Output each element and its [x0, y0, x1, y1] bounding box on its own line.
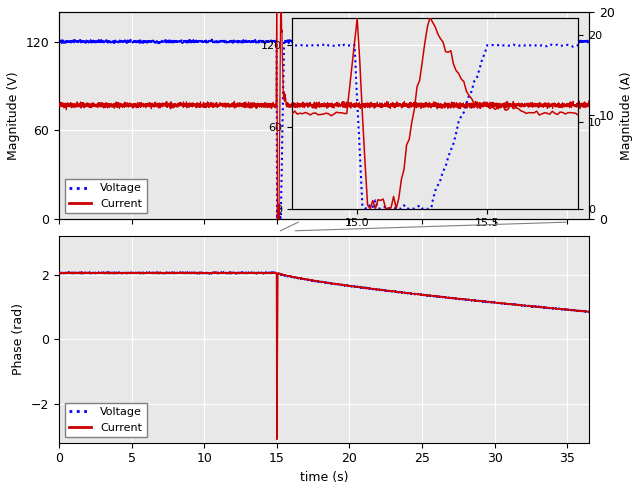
Legend: Voltage, Current: Voltage, Current	[65, 179, 147, 214]
Y-axis label: Magnitude (A): Magnitude (A)	[620, 71, 633, 160]
Legend: Voltage, Current: Voltage, Current	[65, 403, 147, 437]
Y-axis label: Magnitude (V): Magnitude (V)	[7, 71, 20, 160]
Y-axis label: Phase (rad): Phase (rad)	[12, 303, 26, 375]
X-axis label: time (s): time (s)	[300, 471, 348, 484]
